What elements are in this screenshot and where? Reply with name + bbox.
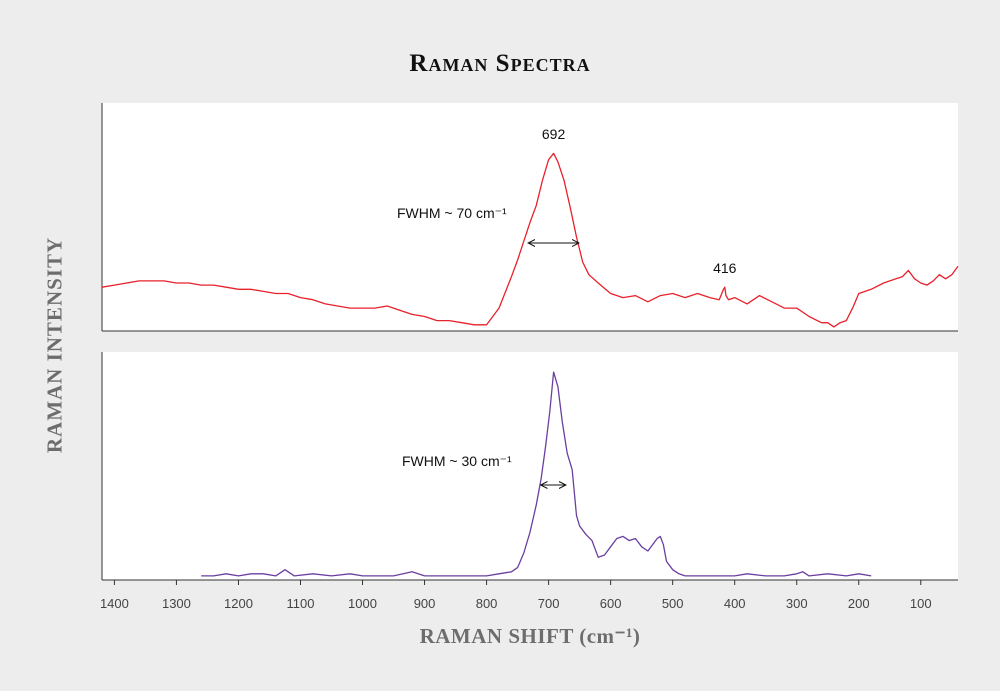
x-tick-label: 1400 xyxy=(100,596,129,611)
spectrum-panel-1: 692 416 FWHM ~ 70 cm⁻¹ xyxy=(101,103,959,332)
x-tick-label: 1300 xyxy=(162,596,191,611)
fwhm-label: FWHM ~ 70 cm⁻¹ xyxy=(397,205,507,221)
x-tick-label: 900 xyxy=(414,596,436,611)
peak-label: 416 xyxy=(713,260,737,276)
spectrum-line-2 xyxy=(201,371,872,577)
x-tick-label: 1100 xyxy=(287,596,315,611)
spectrum-line-1 xyxy=(101,152,959,328)
panel-background xyxy=(102,103,958,331)
panel-background xyxy=(102,352,958,580)
x-tick-label: 1200 xyxy=(224,596,253,611)
spectrum-panel-2: FWHM ~ 30 cm⁻¹ xyxy=(101,352,958,581)
x-tick-label: 300 xyxy=(786,596,808,611)
x-tick-label: 400 xyxy=(724,596,746,611)
x-tick-label: 700 xyxy=(538,596,560,611)
fwhm-label: FWHM ~ 30 cm⁻¹ xyxy=(402,453,512,469)
peak-label: 692 xyxy=(542,126,566,142)
x-tick-label: 600 xyxy=(600,596,622,611)
x-tick-label: 500 xyxy=(662,596,684,611)
x-tick-label: 800 xyxy=(476,596,498,611)
x-tick-label: 100 xyxy=(910,596,932,611)
x-tick-label: 1000 xyxy=(348,596,377,611)
x-tick-label: 200 xyxy=(848,596,870,611)
x-axis-label: RAMAN SHIFT (cm⁻¹) xyxy=(419,624,641,648)
chart-title: Raman Spectra xyxy=(409,50,591,77)
